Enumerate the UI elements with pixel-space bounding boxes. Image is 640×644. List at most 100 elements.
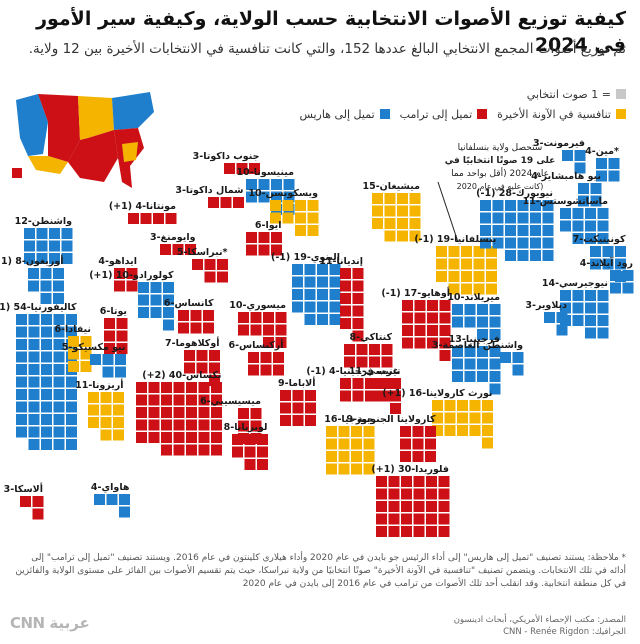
state-block <box>248 352 284 376</box>
state-label: نيو مكسيكو-5 <box>62 342 126 353</box>
vote-tile <box>388 488 400 500</box>
state-label: أوريغون-8 (1+) <box>0 254 64 267</box>
vote-tile <box>292 301 303 313</box>
vote-tile <box>482 425 493 436</box>
vote-tile <box>572 208 584 219</box>
vote-tile <box>102 354 114 365</box>
state-block <box>192 259 228 283</box>
vote-tile <box>469 412 481 424</box>
vote-tile <box>114 280 125 292</box>
state-block <box>344 344 393 368</box>
vote-tile <box>352 293 364 304</box>
vote-tile <box>542 225 554 236</box>
vote-tile <box>480 212 491 224</box>
vote-tile <box>28 414 40 425</box>
state-block <box>246 232 282 256</box>
vote-tile <box>438 476 450 487</box>
vote-tile <box>198 394 210 406</box>
vote-tile <box>351 438 362 450</box>
vote-tile <box>464 371 476 382</box>
state-label: نبراسكا-5* <box>177 247 228 258</box>
vote-tile <box>402 337 413 349</box>
vote-tile <box>317 264 328 275</box>
vote-tile <box>257 446 268 458</box>
vote-tile <box>473 246 485 257</box>
legend-harris: تميل إلى هاريس <box>299 108 390 121</box>
state-block <box>104 318 128 354</box>
vote-tile <box>280 415 291 426</box>
vote-tile <box>41 339 52 350</box>
vote-tile <box>572 233 584 244</box>
vote-tile <box>492 212 504 224</box>
vote-tile <box>585 220 596 232</box>
vote-tile <box>397 230 408 242</box>
legend-competitive-label: تنافسية في الآونة الأخيرة <box>497 107 611 121</box>
vote-tile <box>448 283 460 295</box>
vote-tile <box>344 356 355 368</box>
vote-tile <box>340 305 351 317</box>
vote-tile <box>517 200 529 211</box>
vote-tile <box>390 390 401 402</box>
vote-tile <box>53 389 65 400</box>
vote-tile <box>409 193 421 204</box>
vote-tile <box>369 356 380 368</box>
vote-tile <box>53 364 65 375</box>
vote-tile <box>560 290 571 301</box>
vote-tile <box>512 352 524 363</box>
vote-tile <box>388 501 400 512</box>
vote-tile <box>28 401 40 413</box>
vote-tile <box>49 240 60 252</box>
vote-tile <box>165 213 177 224</box>
vote-tile <box>161 407 172 418</box>
vote-tile <box>486 271 497 282</box>
vote-tile <box>40 293 52 304</box>
vote-tile <box>597 327 609 339</box>
vote-tile <box>340 390 351 402</box>
vote-tile <box>203 310 214 321</box>
vote-tile <box>250 408 262 419</box>
page-title: كيفية توزيع الأصوات الانتخابية حسب الولا… <box>36 8 626 56</box>
vote-tile <box>275 312 287 323</box>
vote-tile <box>16 376 27 388</box>
vote-tile <box>469 425 481 436</box>
vote-tile <box>163 319 174 331</box>
state-label: أوكلاهوما-7 <box>165 336 219 349</box>
vote-tile <box>250 324 262 336</box>
vote-tile <box>596 158 607 169</box>
vote-tile <box>282 200 294 211</box>
vote-tile <box>220 197 232 208</box>
vote-tile <box>204 259 216 270</box>
state-block <box>114 268 138 292</box>
state-label: ايداهو-4 <box>98 256 137 267</box>
vote-tile <box>292 289 303 300</box>
vote-tile <box>489 304 501 315</box>
vote-tile <box>492 200 504 211</box>
vote-tile <box>53 268 64 279</box>
vote-tile <box>413 513 425 525</box>
state-block <box>208 197 244 208</box>
vote-tile <box>562 150 573 161</box>
vote-tile <box>477 329 488 340</box>
vote-tile <box>439 312 451 324</box>
vote-tile <box>53 414 65 425</box>
state-block <box>596 158 620 182</box>
vote-tile <box>283 179 295 190</box>
state-block <box>88 392 124 441</box>
vote-tile <box>53 339 65 350</box>
vote-tile <box>517 212 529 224</box>
state-label: ميسوري-10 <box>229 300 286 311</box>
state-label: ألاسكا-3 <box>4 482 43 495</box>
vote-tile <box>80 348 92 360</box>
vote-tile <box>209 362 220 374</box>
vote-tile <box>425 438 436 450</box>
vote-tile <box>173 419 185 431</box>
annotation-line-1: ستحصل ولاية بنسلفانيا <box>458 143 543 153</box>
vote-tile <box>457 400 468 411</box>
annotation-leader-line <box>437 181 459 243</box>
legend-trump: تميل إلى ترامب <box>400 108 488 121</box>
vote-tile <box>426 501 437 512</box>
vote-tile <box>340 268 351 279</box>
vote-tile <box>338 426 350 437</box>
state-label: واشنطن-12 <box>15 216 72 227</box>
vote-tile <box>542 212 554 224</box>
